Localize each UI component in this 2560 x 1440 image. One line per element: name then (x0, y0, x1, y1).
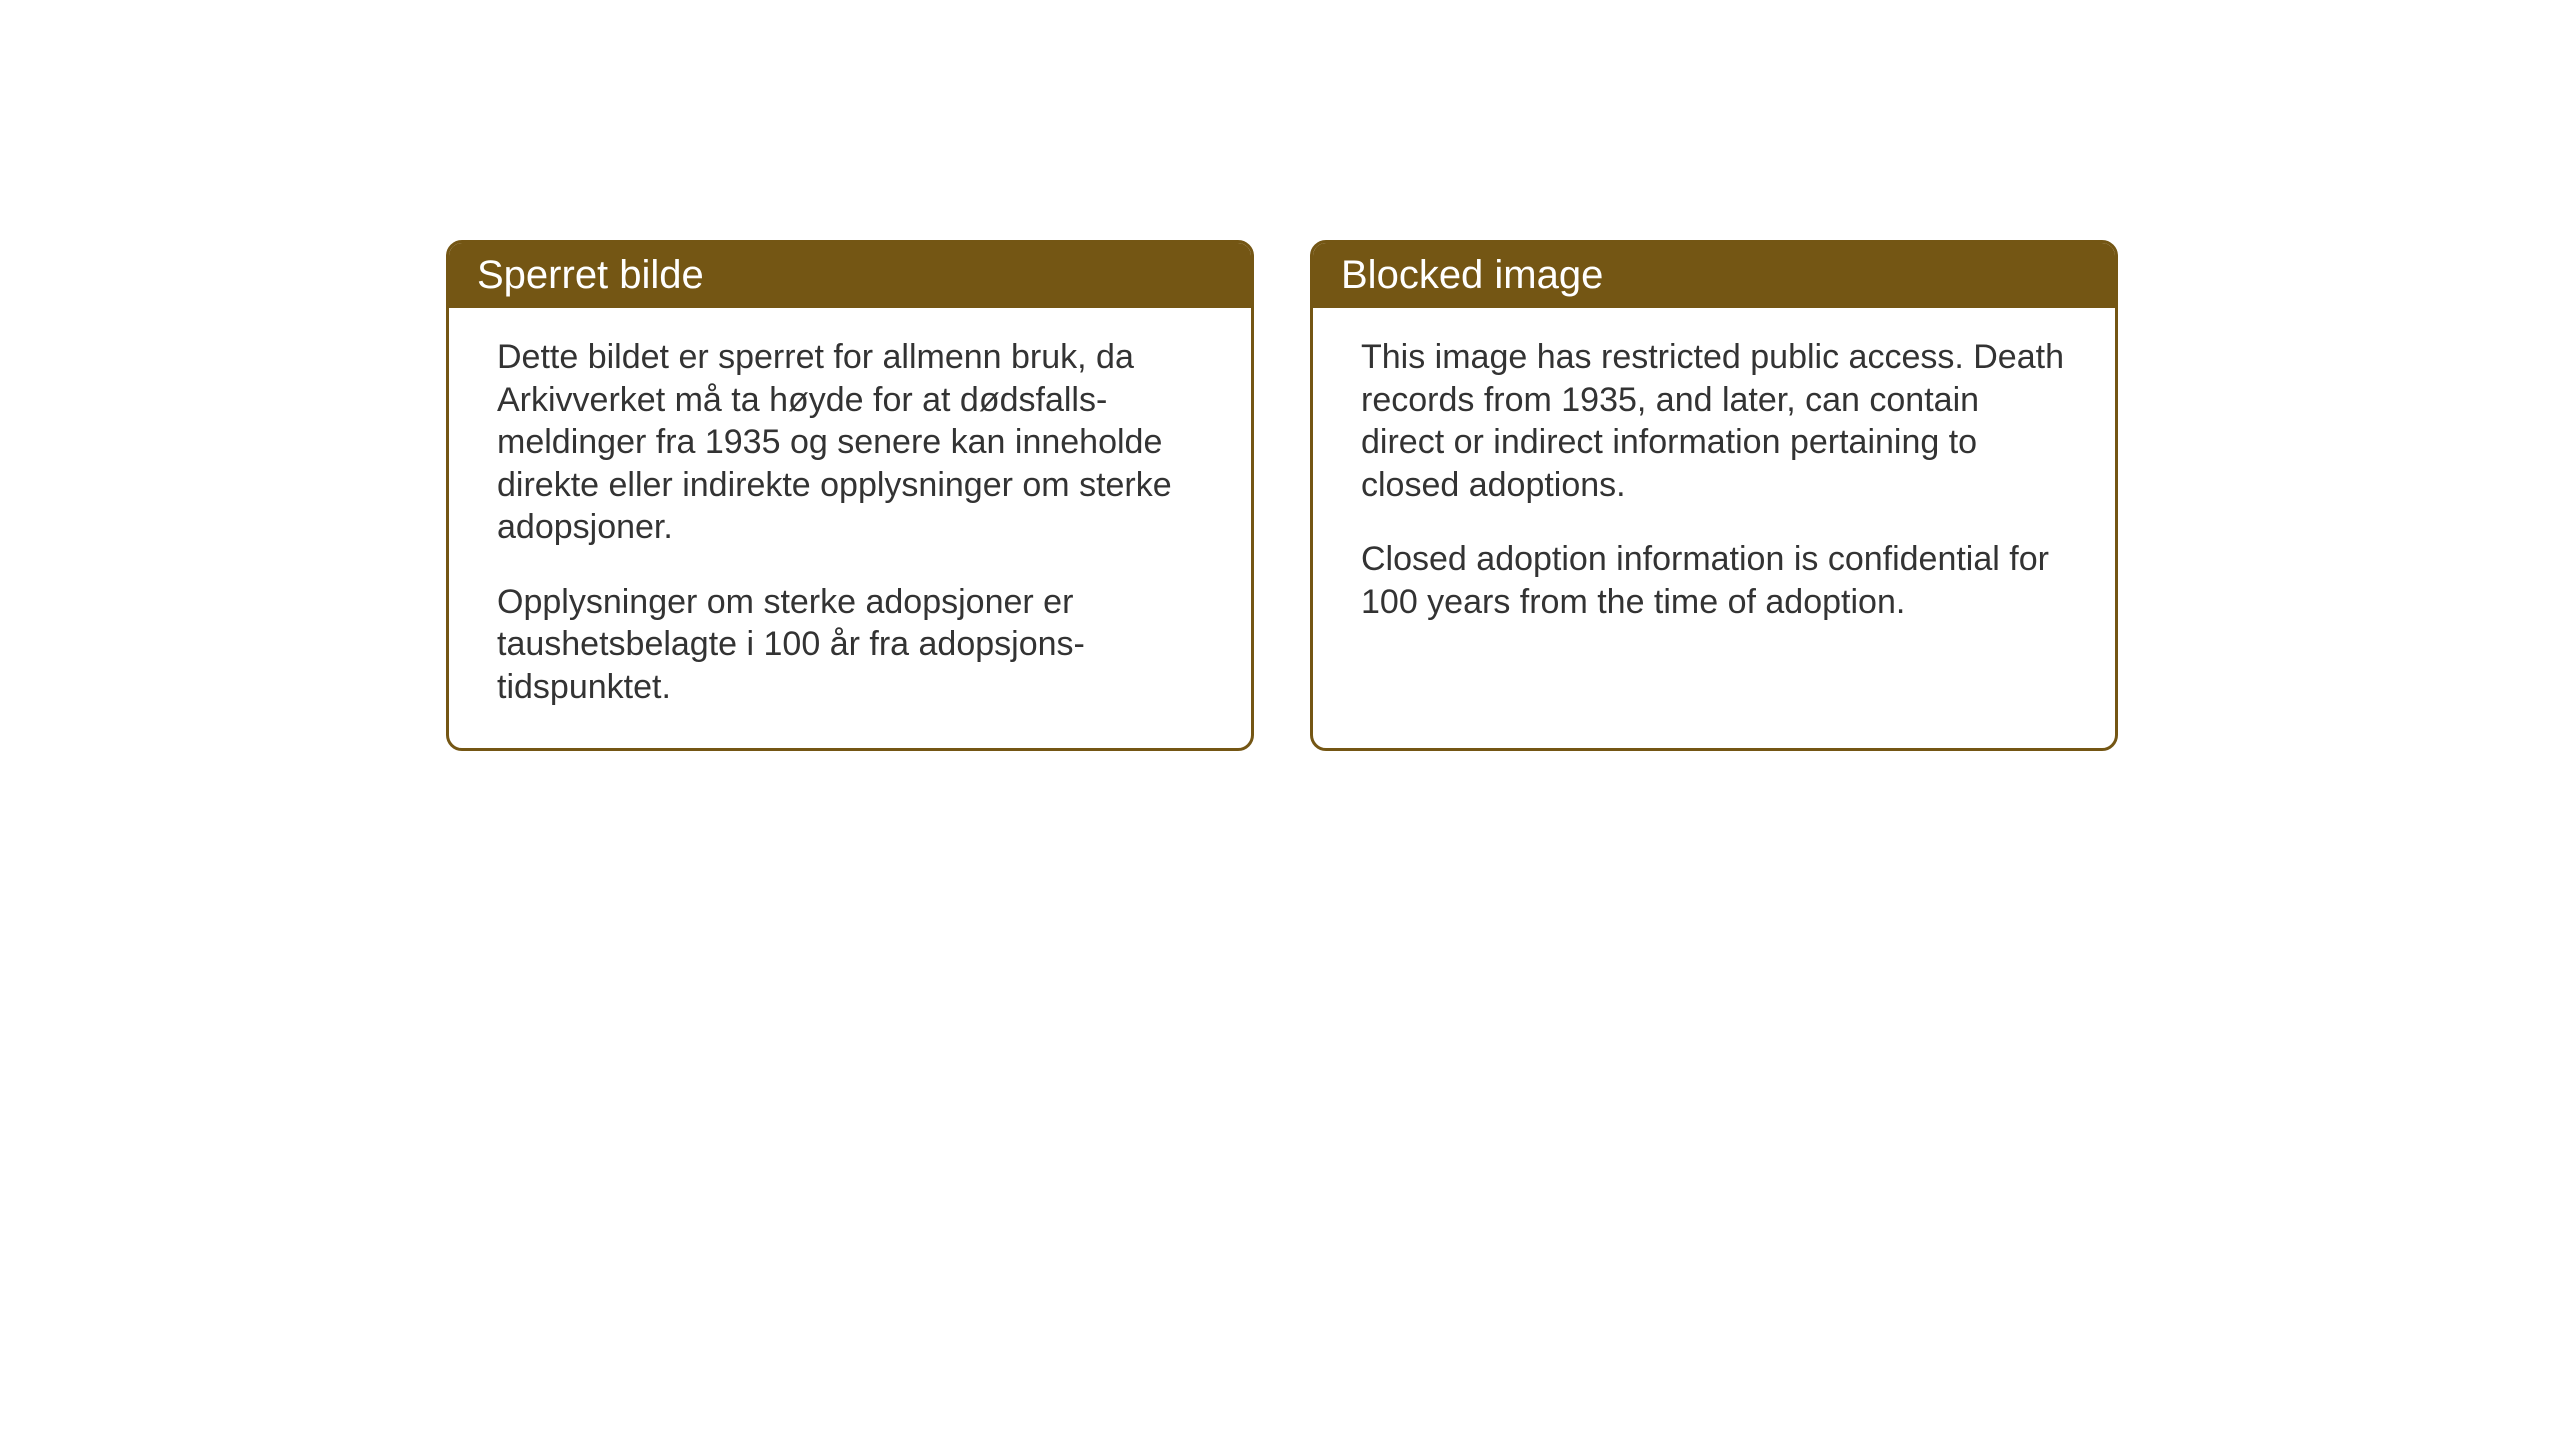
card-right-english: Blocked image This image has restricted … (1310, 240, 2118, 751)
card-body-right: This image has restricted public access.… (1313, 308, 2115, 663)
card-container: Sperret bilde Dette bildet er sperret fo… (446, 240, 2118, 751)
card-paragraph-2-left: Opplysninger om sterke adopsjoner er tau… (497, 581, 1203, 709)
card-header-left: Sperret bilde (449, 243, 1251, 308)
card-header-right: Blocked image (1313, 243, 2115, 308)
card-body-left: Dette bildet er sperret for allmenn bruk… (449, 308, 1251, 748)
card-paragraph-1-right: This image has restricted public access.… (1361, 336, 2067, 506)
card-title-right: Blocked image (1341, 253, 1603, 297)
card-paragraph-2-right: Closed adoption information is confident… (1361, 538, 2067, 623)
card-paragraph-1-left: Dette bildet er sperret for allmenn bruk… (497, 336, 1203, 549)
card-left-norwegian: Sperret bilde Dette bildet er sperret fo… (446, 240, 1254, 751)
card-title-left: Sperret bilde (477, 253, 704, 297)
